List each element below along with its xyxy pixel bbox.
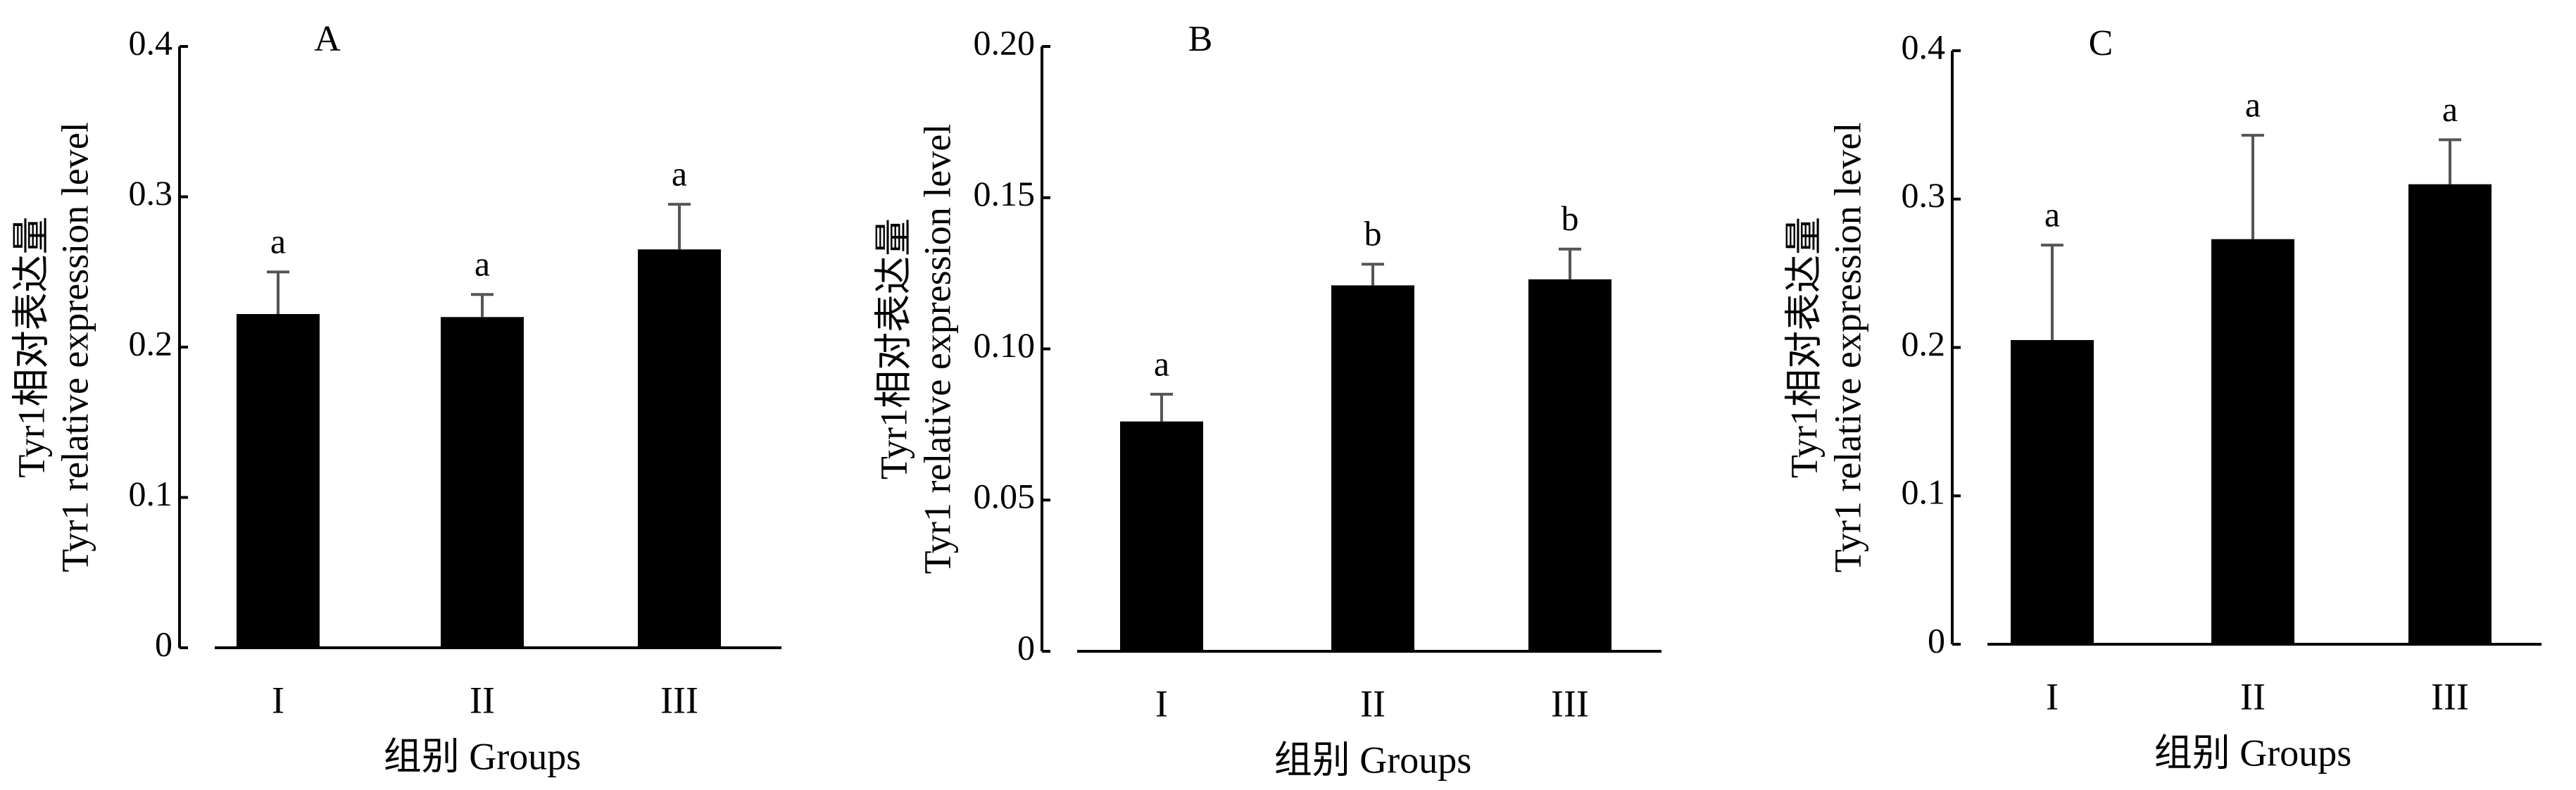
error-bar bbox=[471, 293, 494, 318]
x-tick-label: I bbox=[1155, 682, 1168, 725]
x-tick-label: II bbox=[2240, 675, 2266, 717]
y-tick-label: 0 bbox=[155, 624, 172, 663]
significance-label: a bbox=[672, 154, 687, 194]
error-bar bbox=[668, 203, 691, 250]
significance-label: a bbox=[270, 222, 286, 261]
bar bbox=[638, 249, 721, 648]
x-tick-label: II bbox=[470, 679, 495, 721]
y-axis-label: Tyr1相对表达量 bbox=[872, 218, 915, 479]
bar bbox=[1331, 285, 1414, 651]
y-tick-label: 0.20 bbox=[974, 23, 1036, 62]
x-tick-label: I bbox=[272, 679, 284, 721]
y-tick-label: 0.4 bbox=[1902, 27, 1946, 66]
y-axis-label: Tyr1相对表达量 bbox=[10, 216, 52, 477]
significance-label: a bbox=[2044, 195, 2060, 234]
significance-label: a bbox=[2245, 85, 2261, 125]
significance-label: b bbox=[1364, 214, 1382, 253]
bar bbox=[2211, 239, 2294, 645]
bar bbox=[237, 314, 320, 648]
y-tick-label: 0.05 bbox=[974, 477, 1036, 516]
y-tick-label: 0.2 bbox=[129, 323, 173, 363]
bar bbox=[2011, 339, 2094, 644]
y-tick-label: 0.15 bbox=[974, 174, 1036, 213]
y-axis-label: Tyr1 relative expression level bbox=[916, 124, 958, 574]
y-tick-label: 0.3 bbox=[1902, 175, 1946, 215]
x-tick-label: III bbox=[2431, 675, 2469, 717]
bar bbox=[2408, 184, 2492, 644]
y-tick-label: 0.2 bbox=[1902, 324, 1946, 363]
significance-label: b bbox=[1562, 199, 1579, 238]
error-bar bbox=[2439, 138, 2461, 184]
x-tick-label: II bbox=[1360, 682, 1386, 725]
error-bar bbox=[1150, 392, 1173, 422]
error-bar bbox=[2041, 244, 2063, 340]
y-tick-label: 0 bbox=[1017, 627, 1035, 667]
y-tick-label: 0.1 bbox=[1902, 472, 1946, 512]
significance-label: a bbox=[1154, 344, 1169, 383]
x-tick-label: III bbox=[660, 679, 698, 721]
significance-label: a bbox=[475, 244, 490, 284]
chart-title: C bbox=[2089, 23, 2113, 63]
bar bbox=[1528, 279, 1611, 652]
x-tick-label: I bbox=[2046, 675, 2059, 717]
y-axis-label: Tyr1 relative expression level bbox=[1826, 123, 1868, 572]
error-bar bbox=[1559, 247, 1581, 280]
x-axis-label: 组别 Groups bbox=[384, 735, 582, 777]
y-tick-label: 0.1 bbox=[129, 474, 173, 513]
error-bar bbox=[1362, 263, 1384, 286]
x-axis-label: 组别 Groups bbox=[1274, 739, 1472, 781]
y-tick-label: 0 bbox=[1928, 620, 1945, 660]
y-tick-label: 0.4 bbox=[129, 23, 173, 62]
significance-label: a bbox=[2442, 89, 2458, 129]
y-axis-label: Tyr1 relative expression level bbox=[54, 122, 96, 572]
x-axis-label: 组别 Groups bbox=[2154, 732, 2352, 774]
y-tick-label: 0.3 bbox=[129, 173, 173, 213]
y-axis-label: Tyr1相对表达量 bbox=[1783, 217, 1825, 478]
error-bar bbox=[267, 270, 289, 315]
chart-title: A bbox=[314, 19, 341, 59]
chart-title: B bbox=[1188, 19, 1213, 59]
error-bar bbox=[2242, 134, 2264, 239]
bar bbox=[441, 317, 524, 648]
x-tick-label: III bbox=[1551, 682, 1589, 725]
y-tick-label: 0.10 bbox=[974, 325, 1036, 365]
bar bbox=[1120, 421, 1203, 651]
